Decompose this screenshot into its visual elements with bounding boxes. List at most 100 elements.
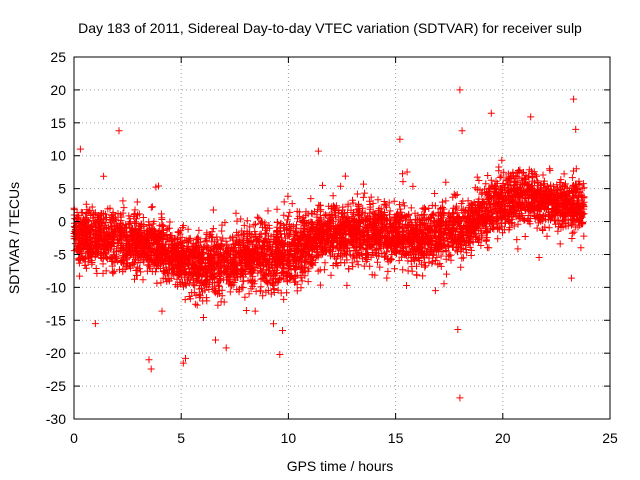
data-point <box>520 168 527 176</box>
data-point <box>341 218 349 226</box>
data-point <box>478 230 485 238</box>
data-point <box>366 203 374 211</box>
data-point <box>215 268 223 276</box>
data-point <box>126 219 133 227</box>
data-point <box>466 201 474 209</box>
data-point <box>515 194 523 202</box>
data-point <box>335 250 342 258</box>
data-point <box>466 239 474 247</box>
data-point <box>295 212 303 220</box>
data-point <box>528 200 536 207</box>
data-point <box>284 271 291 279</box>
data-point <box>142 228 150 236</box>
data-point <box>242 307 250 314</box>
data-point <box>399 266 407 274</box>
data-point <box>509 168 517 176</box>
data-point <box>569 212 577 220</box>
data-point <box>153 279 161 287</box>
data-point <box>178 247 186 254</box>
data-point <box>533 224 541 232</box>
data-point <box>186 276 194 284</box>
data-point <box>332 213 340 221</box>
data-point <box>298 252 306 260</box>
data-point <box>434 209 442 217</box>
data-point <box>474 202 481 210</box>
data-point <box>495 163 503 171</box>
data-point <box>537 184 544 192</box>
data-point <box>93 269 101 277</box>
data-point <box>390 227 398 235</box>
data-point <box>534 192 542 200</box>
data-point <box>373 216 381 223</box>
data-point <box>88 203 96 211</box>
data-point <box>501 219 509 227</box>
data-point <box>174 282 182 290</box>
data-point <box>478 189 486 197</box>
data-point <box>499 229 506 237</box>
data-point <box>368 244 376 252</box>
data-point <box>333 234 341 242</box>
data-point <box>563 191 571 199</box>
data-point <box>279 268 287 276</box>
data-point <box>514 220 522 228</box>
data-point <box>482 180 490 188</box>
data-point <box>108 222 116 230</box>
data-point <box>367 193 375 201</box>
data-point <box>237 215 245 223</box>
data-point <box>544 216 552 224</box>
data-point <box>413 271 421 279</box>
data-point <box>297 240 305 248</box>
data-point <box>147 203 155 211</box>
data-point <box>265 238 273 246</box>
data-point <box>183 239 191 247</box>
data-point <box>349 263 357 271</box>
data-point <box>209 206 217 214</box>
data-point <box>128 225 136 232</box>
data-point <box>184 225 192 233</box>
data-point <box>209 225 217 233</box>
data-point <box>402 252 410 259</box>
data-point <box>195 244 203 251</box>
data-point <box>199 269 207 277</box>
data-point <box>82 222 90 230</box>
data-point <box>297 257 305 265</box>
data-point <box>293 221 300 229</box>
data-point <box>280 211 288 219</box>
data-point <box>166 218 174 226</box>
data-point <box>482 214 490 222</box>
data-point <box>221 252 229 260</box>
data-point <box>146 263 154 271</box>
data-point <box>540 201 548 209</box>
data-point <box>285 261 293 269</box>
data-point <box>482 229 490 237</box>
data-point <box>223 241 231 249</box>
data-point <box>534 179 542 187</box>
data-point <box>315 218 323 226</box>
data-point <box>300 222 308 230</box>
data-point <box>408 263 416 271</box>
data-point <box>339 231 347 239</box>
data-point <box>121 233 129 241</box>
data-point <box>546 166 554 174</box>
data-point <box>514 245 522 253</box>
data-point <box>217 298 225 306</box>
data-point <box>304 210 312 218</box>
data-point <box>471 184 479 192</box>
data-point <box>182 268 190 276</box>
data-point <box>446 227 454 235</box>
data-point <box>432 218 440 226</box>
data-point <box>125 220 133 228</box>
data-point <box>529 194 537 202</box>
data-point <box>420 205 428 213</box>
data-point <box>452 191 460 199</box>
data-point <box>521 216 529 224</box>
data-point <box>521 233 529 240</box>
data-point <box>288 200 296 208</box>
data-point <box>179 224 187 232</box>
data-point <box>393 213 401 221</box>
data-point <box>464 197 472 205</box>
data-point <box>264 207 272 215</box>
data-point <box>243 229 251 237</box>
data-point <box>316 281 324 289</box>
